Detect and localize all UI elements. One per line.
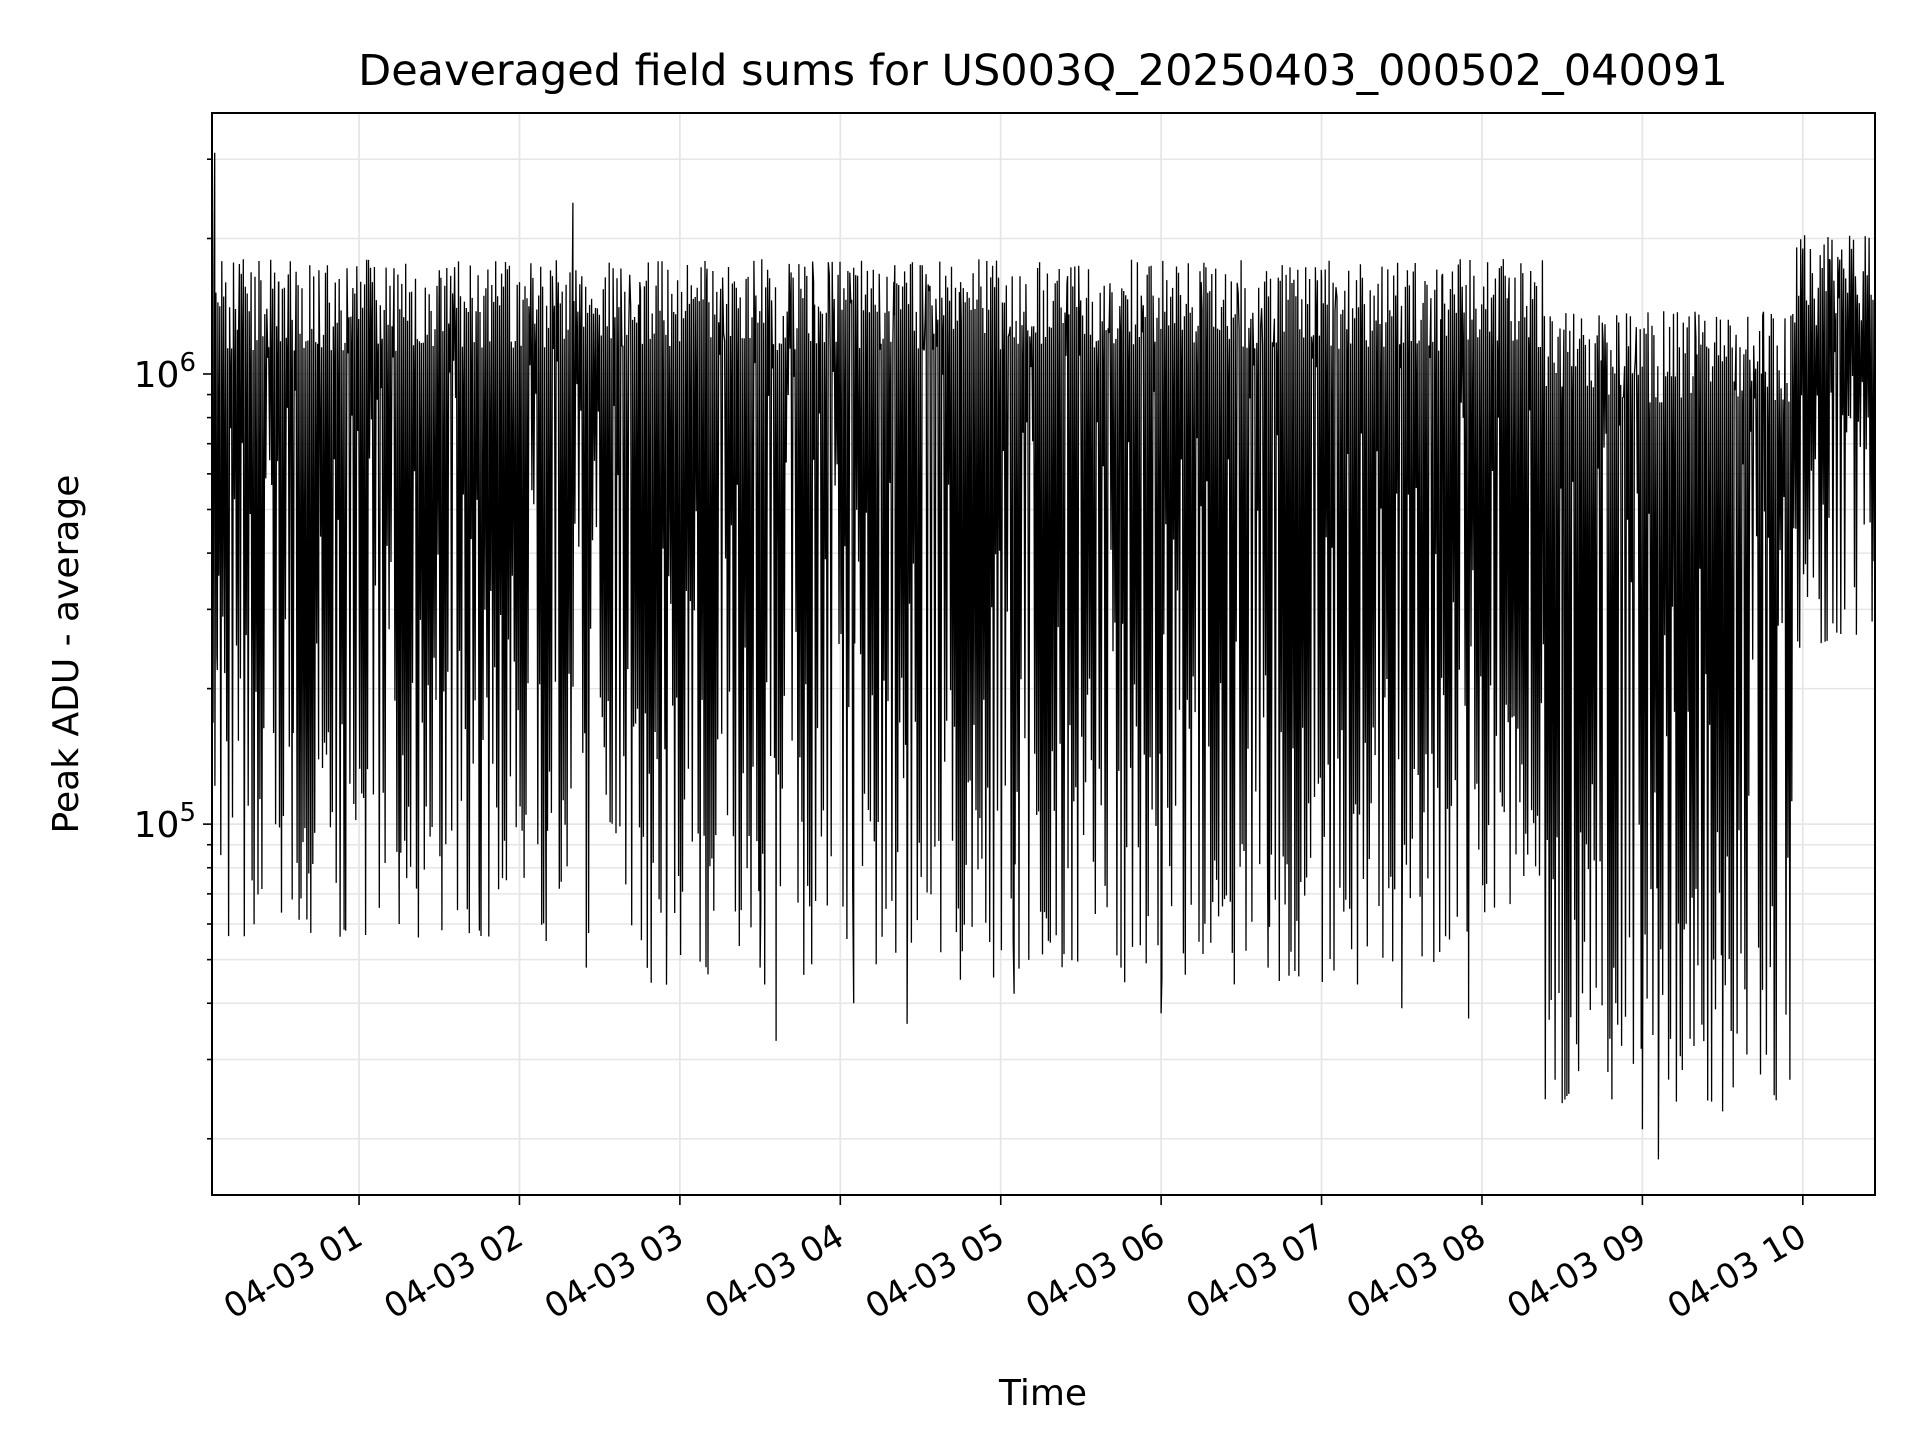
x-axis-label: Time bbox=[998, 1373, 1087, 1414]
y-tick-label-exponent: 5 bbox=[179, 798, 196, 828]
y-tick-label: 106 bbox=[134, 348, 196, 396]
y-tick-label: 105 bbox=[134, 798, 196, 846]
y-axis-label: Peak ADU - average bbox=[46, 475, 87, 834]
y-tick-label-base: 10 bbox=[134, 355, 180, 396]
chart-title: Deaveraged field sums for US003Q_2025040… bbox=[358, 46, 1728, 96]
plot-frame bbox=[211, 112, 1876, 1196]
series-line bbox=[211, 152, 1876, 1160]
y-tick-label-base: 10 bbox=[134, 805, 180, 846]
series-layer bbox=[211, 152, 1876, 1160]
y-tick-label-exponent: 6 bbox=[179, 348, 196, 378]
